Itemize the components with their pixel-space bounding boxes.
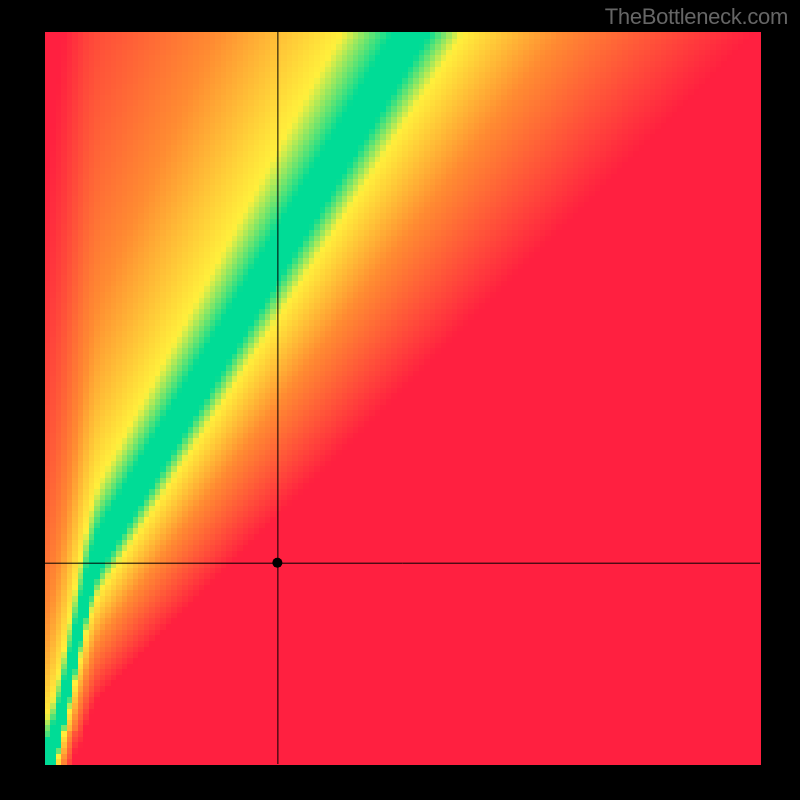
bottleneck-heatmap <box>0 0 800 800</box>
watermark-text: TheBottleneck.com <box>605 4 788 30</box>
